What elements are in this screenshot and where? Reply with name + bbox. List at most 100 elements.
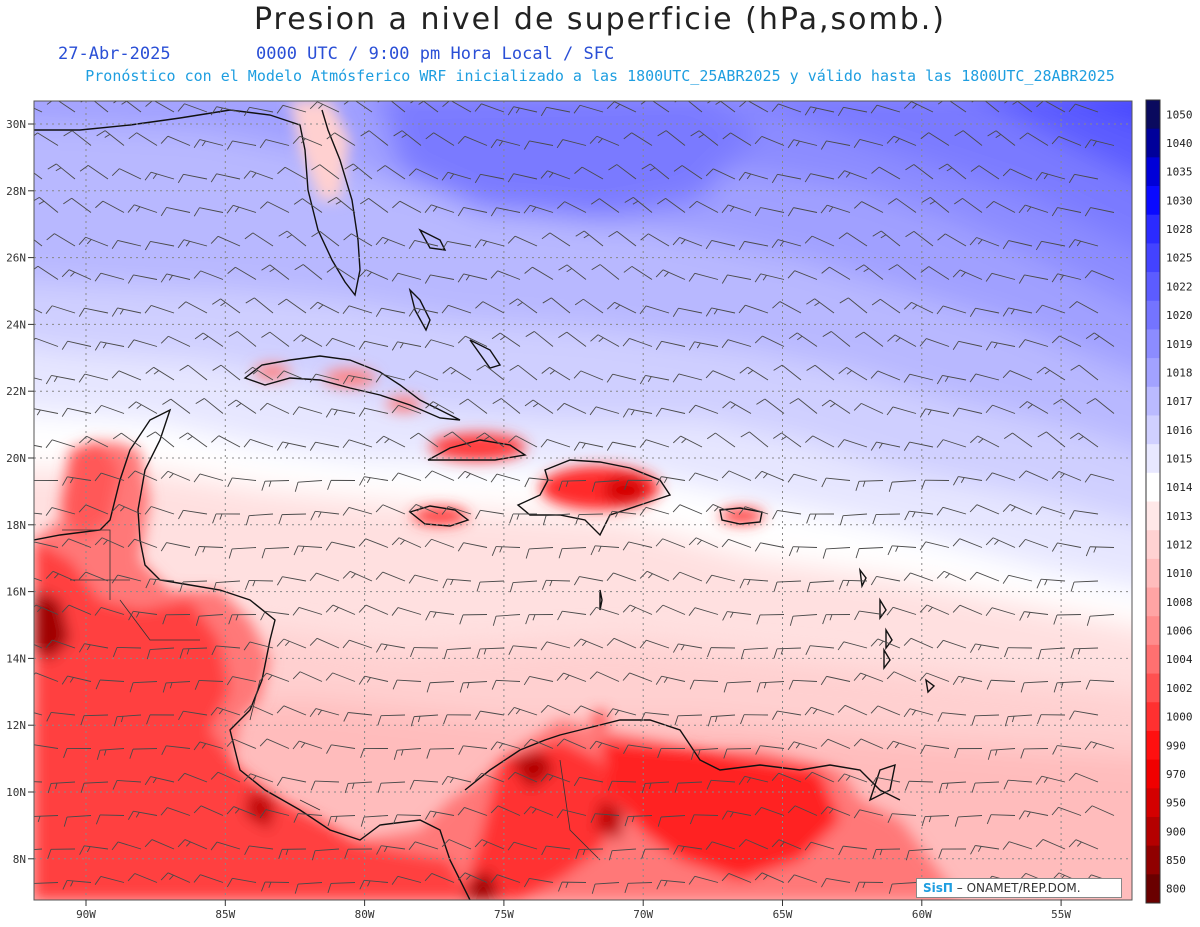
wind-barb-flag	[441, 172, 449, 181]
wind-barb-flag	[837, 705, 846, 713]
wind-barb-shaft	[792, 546, 818, 548]
wind-barb-flag	[366, 677, 371, 683]
wind-barb-shaft	[34, 744, 59, 749]
wind-barb-flag	[95, 679, 101, 690]
wind-barb-flag	[327, 816, 332, 827]
wind-barb-shaft	[613, 637, 637, 649]
wind-barb-shaft	[365, 538, 389, 548]
wind-barb-flag	[723, 748, 728, 759]
wind-barb-flag	[212, 364, 222, 371]
wind-barb-flag	[179, 648, 184, 659]
wind-barb-shaft	[298, 545, 323, 548]
wind-barb-flag	[234, 808, 240, 814]
wind-barb-shaft	[199, 207, 224, 213]
wind-barb-flag	[1053, 614, 1058, 625]
wind-barb-shaft	[368, 130, 389, 146]
wind-barb-shaft	[959, 538, 983, 548]
wind-barb-flag	[993, 342, 998, 349]
wind-barb-flag	[690, 750, 695, 760]
wind-barb-shaft	[479, 647, 505, 650]
wind-barb-flag	[129, 748, 134, 759]
wind-barb-flag	[697, 539, 702, 545]
wind-barb-flag	[690, 130, 700, 137]
wind-barb-shaft	[911, 101, 934, 113]
wind-barb-shaft	[35, 337, 59, 347]
wind-barb-flag	[391, 537, 400, 546]
wind-barb-flag	[854, 201, 862, 209]
wind-barb-flag	[508, 645, 514, 656]
wind-barb-shaft	[513, 173, 538, 180]
wind-barb-shaft	[546, 106, 571, 113]
wind-barb-shaft	[547, 170, 571, 180]
wind-barb-shaft	[1027, 132, 1049, 146]
wind-barb-flag	[318, 304, 324, 310]
wind-barb-flag	[1004, 647, 1009, 658]
wind-barb-flag	[705, 841, 713, 850]
wind-barb-flag	[342, 639, 350, 649]
wind-barb-flag	[937, 233, 946, 241]
wind-barb-flag	[162, 398, 172, 405]
wind-barb-flag	[1035, 775, 1043, 785]
wind-barb-shaft	[216, 580, 241, 584]
wind-barb-flag	[34, 197, 40, 202]
wind-barb-flag	[245, 515, 250, 526]
wind-barb-flag	[822, 548, 827, 559]
wind-barb-shaft	[116, 647, 142, 649]
wind-barb-flag	[482, 240, 488, 247]
wind-barb-flag	[309, 441, 316, 451]
wind-barb-shaft	[365, 604, 389, 615]
wind-barb-flag	[846, 580, 850, 587]
wind-barb-flag	[870, 370, 879, 379]
wind-barb-shaft	[153, 366, 175, 381]
wind-barb-flag	[61, 604, 70, 613]
wind-barb-shaft	[547, 439, 571, 448]
wind-barb-shaft	[793, 679, 818, 682]
wind-barb-flag	[557, 610, 563, 621]
wind-barb-flag	[1085, 332, 1095, 339]
wind-barb-shaft	[761, 806, 785, 816]
wind-barb-flag	[185, 241, 190, 247]
wind-barb-flag	[632, 200, 639, 205]
wind-barb-flag	[228, 614, 233, 625]
wind-barb-shaft	[926, 672, 950, 682]
wind-barb-shaft	[1075, 839, 1099, 850]
wind-barb-flag	[443, 649, 448, 660]
lon-tick-label: 90W	[76, 908, 96, 921]
wind-barb-flag	[806, 513, 811, 524]
wind-barb-flag	[689, 200, 698, 209]
wind-barb-flag	[688, 607, 696, 616]
wind-barb-shaft	[747, 101, 769, 113]
wind-barb-shaft	[150, 240, 175, 247]
wind-barb-shaft	[694, 748, 719, 751]
wind-barb-flag	[905, 164, 915, 171]
wind-barb-shaft	[101, 404, 125, 414]
wind-barb-shaft	[84, 781, 109, 784]
wind-barb-shaft	[381, 643, 406, 649]
colorbar-label: 1010	[1166, 567, 1193, 580]
wind-barb-flag	[327, 883, 332, 894]
wind-barb-shaft	[348, 781, 373, 784]
wind-barb-flag	[820, 738, 829, 747]
wind-barb-shaft	[349, 570, 373, 582]
wind-barb-shaft	[648, 233, 670, 247]
colorbar-swatch	[1146, 472, 1160, 502]
wind-barb-flag	[845, 775, 851, 781]
wind-barb-flag	[806, 364, 816, 371]
wind-barb-shaft	[267, 402, 290, 414]
wind-barb-shaft	[776, 647, 802, 650]
wind-barb-shaft	[949, 101, 967, 113]
wind-barb-flag	[655, 341, 662, 350]
wind-barb-flag	[1002, 575, 1010, 584]
wind-barb-flag	[45, 570, 54, 579]
wind-barb-shaft	[117, 841, 142, 850]
wind-barb-shaft	[549, 232, 571, 247]
wind-barb-flag	[1085, 546, 1091, 557]
wind-barb-flag	[284, 640, 290, 647]
lat-tick-label: 16N	[6, 586, 26, 599]
wind-barb-shaft	[846, 367, 868, 381]
wind-barb-flag	[383, 846, 388, 853]
wind-barb-shaft	[1046, 431, 1066, 448]
wind-barb-shaft	[1074, 710, 1099, 716]
wind-barb-shaft	[793, 139, 818, 146]
